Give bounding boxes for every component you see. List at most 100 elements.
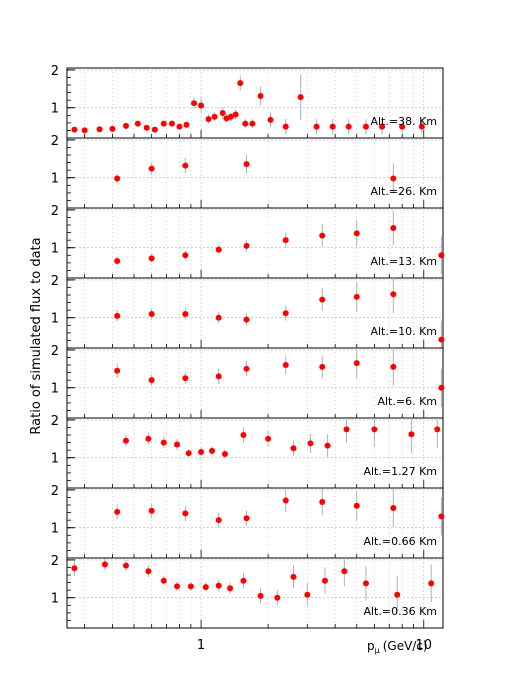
data-point (198, 102, 205, 109)
data-point (438, 336, 445, 343)
data-point (151, 126, 158, 133)
panel: Alt.=10. Km (66, 277, 445, 349)
data-point (319, 296, 326, 303)
data-point (148, 507, 155, 514)
data-point (122, 122, 129, 129)
data-point (211, 113, 218, 120)
panel-label: Alt.=0.36 Km (363, 605, 437, 618)
y-tick-label: 1 (51, 382, 59, 397)
data-point (282, 123, 289, 130)
data-point (379, 123, 386, 130)
data-point (114, 175, 121, 182)
panel-label: Alt.=13. Km (370, 255, 437, 268)
data-point (290, 445, 297, 452)
data-point (353, 230, 360, 237)
y-tick-label: 2 (51, 344, 59, 359)
y-axis-label: Ratio of simulated flux to data (29, 237, 44, 434)
data-point (182, 162, 189, 169)
y-tick-label: 1 (51, 102, 59, 117)
panel: Alt.=13. Km (66, 207, 445, 279)
data-point (227, 113, 234, 120)
x-tick-label: 10 (415, 638, 432, 653)
y-tick-label: 2 (51, 204, 59, 219)
data-point (160, 439, 167, 446)
data-point (148, 165, 155, 172)
data-point (143, 124, 150, 131)
y-tick-label: 2 (51, 414, 59, 429)
data-point (307, 440, 314, 447)
data-point (71, 126, 78, 133)
data-point (187, 583, 194, 590)
data-point (249, 120, 256, 127)
panel-label: Alt.=26. Km (370, 185, 437, 198)
data-point (390, 363, 397, 370)
data-point (71, 565, 78, 572)
data-point (353, 360, 360, 367)
data-point (345, 123, 352, 130)
data-point (324, 442, 331, 449)
y-tick-label: 1 (51, 592, 59, 607)
data-point (134, 120, 141, 127)
data-point (390, 175, 397, 182)
data-point (182, 310, 189, 317)
data-point (215, 246, 222, 253)
panels-group: Alt.=38. Km Alt.=26. Km Alt.=13. Km Alt.=10… (66, 67, 445, 629)
data-point (353, 293, 360, 300)
data-point (434, 426, 441, 433)
data-point (353, 502, 360, 509)
data-point (182, 510, 189, 517)
data-point (243, 316, 250, 323)
x-tick-labels: 1 10 (197, 638, 432, 653)
data-point (81, 127, 88, 134)
data-point (215, 373, 222, 380)
data-point (390, 291, 397, 298)
data-point (394, 591, 401, 598)
data-point (176, 123, 183, 130)
data-point (202, 584, 209, 591)
x-axis-label: pμ (GeV/c) (367, 639, 428, 655)
data-point (227, 585, 234, 592)
data-point (313, 123, 320, 130)
data-point (243, 242, 250, 249)
data-point (182, 375, 189, 382)
data-point (319, 363, 326, 370)
data-point (160, 120, 167, 127)
data-point (240, 432, 247, 439)
data-point (145, 568, 152, 575)
data-point (371, 426, 378, 433)
y-tick-label: 2 (51, 64, 59, 79)
data-point (399, 123, 406, 130)
panel-label: Alt.=6. Km (377, 395, 437, 408)
x-axis-label-sub: μ (375, 646, 380, 655)
y-tick-labels: 1 2 1 2 1 2 1 2 1 2 1 2 1 2 1 2 (51, 64, 59, 607)
data-point (267, 116, 274, 123)
x-axis-label-var: p (367, 639, 375, 653)
y-tick-label: 2 (51, 484, 59, 499)
data-point (205, 116, 212, 123)
data-point (282, 237, 289, 244)
data-point (183, 121, 190, 128)
x-tick-label: 1 (197, 638, 205, 653)
data-point (122, 562, 129, 569)
data-point (274, 594, 281, 601)
data-point (221, 450, 228, 457)
data-point (319, 499, 326, 505)
data-point (341, 568, 348, 575)
y-tick-label: 1 (51, 522, 59, 537)
data-point (145, 435, 152, 442)
data-point (408, 431, 415, 438)
data-point (418, 123, 425, 130)
data-point (257, 93, 264, 99)
data-point (438, 384, 445, 391)
data-point (428, 580, 435, 587)
data-point (232, 111, 239, 118)
data-point (240, 577, 247, 584)
panel: Alt.=0.36 Km (66, 557, 444, 629)
data-point (174, 441, 181, 448)
x-axis-label-unit: (GeV/c) (383, 639, 428, 653)
data-point (109, 125, 116, 132)
data-point (343, 426, 350, 433)
data-point (114, 367, 121, 374)
data-point (215, 314, 222, 321)
